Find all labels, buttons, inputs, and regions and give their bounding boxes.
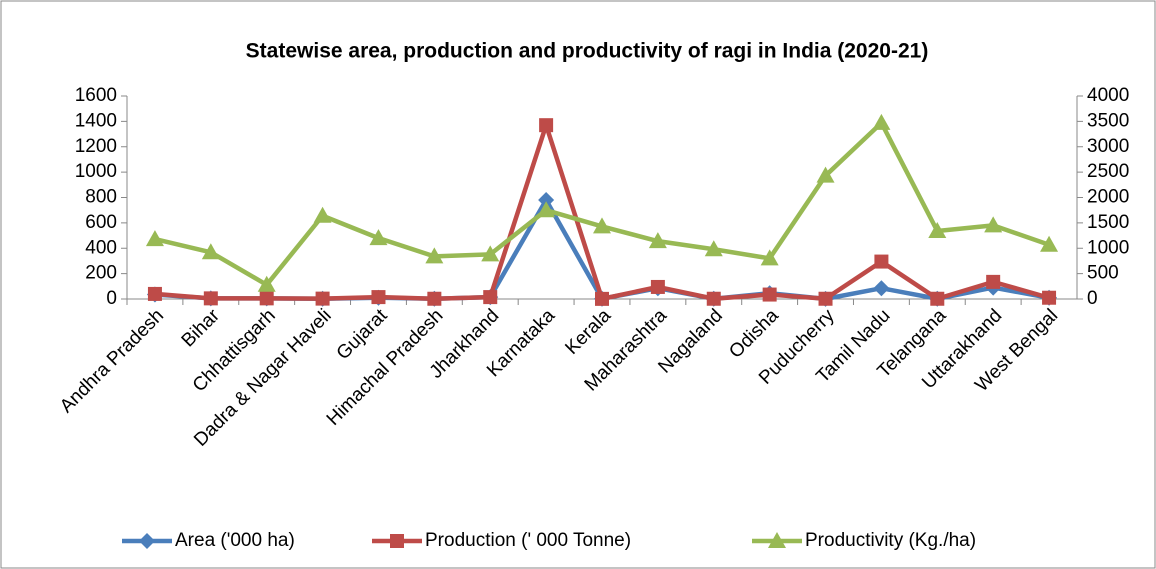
marker: [986, 274, 1001, 289]
marker: [704, 240, 723, 257]
marker: [537, 201, 556, 218]
marker: [1040, 235, 1059, 252]
y-tick-label: 1600: [75, 85, 117, 106]
marker: [762, 287, 777, 302]
marker: [315, 291, 330, 306]
y2-tick-label: 3000: [1087, 136, 1129, 157]
marker: [816, 166, 835, 183]
marker: [760, 249, 779, 266]
y-tick-label: 600: [85, 212, 117, 233]
marker: [145, 230, 164, 247]
legend-marker: [139, 533, 155, 549]
marker: [201, 243, 220, 260]
y-tick-label: 800: [85, 187, 117, 208]
legend-label: Area ('000 ha): [175, 530, 295, 551]
legend-label: Productivity (Kg./ha): [805, 530, 976, 551]
marker: [930, 291, 945, 306]
marker: [706, 291, 721, 306]
y-tick-label: 200: [85, 263, 117, 284]
marker: [371, 290, 386, 305]
marker: [818, 291, 833, 306]
y-tick-label: 1400: [75, 110, 117, 131]
y-tick-label: 400: [85, 237, 117, 258]
marker: [313, 206, 332, 223]
legend-label: Production (' 000 Tonne): [425, 530, 631, 551]
marker: [874, 254, 889, 269]
marker: [872, 113, 891, 130]
marker: [595, 291, 609, 306]
marker: [539, 118, 554, 133]
marker: [873, 280, 890, 297]
marker: [425, 247, 444, 264]
chart-title: Statewise area, production and productiv…: [246, 40, 929, 63]
marker: [984, 216, 1003, 233]
y-tick-label: 1000: [75, 161, 117, 182]
y2-tick-label: 2000: [1087, 187, 1129, 208]
y-tick-label: 0: [106, 288, 117, 309]
y-tick-label: 1200: [75, 136, 117, 157]
marker: [427, 291, 442, 306]
legend-marker: [768, 532, 786, 548]
y2-tick-label: 0: [1087, 288, 1098, 309]
marker: [1042, 290, 1057, 305]
marker: [259, 291, 274, 306]
marker: [147, 286, 162, 301]
y2-tick-label: 1500: [1087, 212, 1129, 233]
legend-marker: [390, 534, 404, 548]
marker: [257, 275, 276, 292]
marker: [928, 221, 947, 238]
marker: [538, 192, 555, 209]
y2-tick-label: 3500: [1087, 110, 1129, 131]
marker: [593, 217, 611, 234]
marker: [483, 290, 498, 305]
y2-tick-label: 4000: [1087, 85, 1129, 106]
marker: [203, 291, 218, 306]
marker: [648, 232, 667, 249]
y2-tick-label: 1000: [1087, 237, 1129, 258]
marker: [481, 245, 500, 262]
y2-tick-label: 500: [1087, 263, 1119, 284]
y2-tick-label: 2500: [1087, 161, 1129, 182]
marker: [650, 279, 665, 294]
marker: [369, 229, 388, 246]
